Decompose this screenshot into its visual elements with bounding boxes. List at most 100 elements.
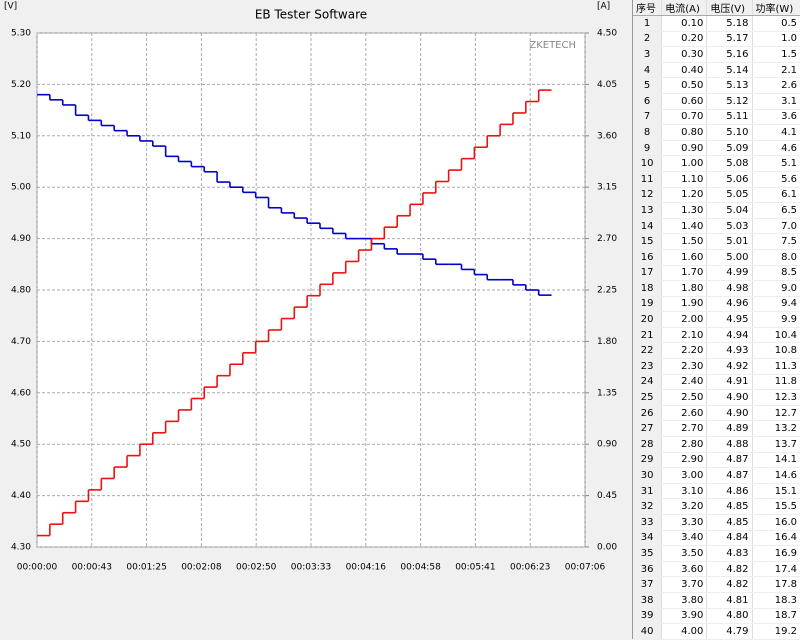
table-cell: 26	[633, 405, 663, 422]
table-row: 34 3.40 4.84 16.4	[633, 530, 800, 547]
table-row: 13 1.30 5.04 6.5	[633, 202, 800, 219]
table-cell: 5.13	[706, 77, 753, 94]
table-row: 4 0.40 5.14 2.1	[633, 62, 800, 79]
table-cell: 0.90	[661, 140, 708, 157]
table-cell: 16	[633, 249, 663, 266]
y2-tick-label: 0.45	[597, 491, 617, 501]
table-cell: 0.10	[661, 15, 708, 32]
x-tick-label: 00:00:00	[17, 563, 58, 573]
table-row: 5 0.50 5.13 2.6	[633, 77, 800, 94]
table-row: 30 3.00 4.87 14.6	[633, 467, 800, 484]
table-cell: 0.30	[661, 46, 708, 63]
y-tick-label: 5.30	[11, 29, 31, 39]
table-cell: 17	[633, 265, 663, 282]
table-cell: 31	[633, 483, 663, 500]
table-cell: 0.70	[661, 109, 708, 126]
table-cell: 30	[633, 467, 663, 484]
table-cell: 4.83	[706, 545, 753, 562]
table-cell: 25	[633, 389, 663, 406]
table-cell: 6.5	[752, 202, 800, 219]
table-cell: 7.5	[752, 233, 800, 250]
table-row: 20 2.00 4.95 9.9	[633, 311, 800, 328]
table-cell: 15	[633, 233, 663, 250]
table-cell: 6	[633, 93, 663, 110]
table-row: 15 1.50 5.01 7.5	[633, 233, 800, 250]
table-row: 23 2.30 4.92 11.3	[633, 358, 800, 375]
table-cell: 4.88	[706, 436, 753, 453]
table-cell: 16.9	[752, 545, 800, 562]
table-cell: 14.1	[752, 452, 800, 469]
table-cell: 4.99	[706, 265, 753, 282]
table-cell: 29	[633, 452, 663, 469]
table-cell: 9	[633, 140, 663, 157]
table-cell: 16.0	[752, 514, 800, 531]
watermark: ZKETECH	[529, 40, 576, 51]
table-cell: 14.6	[752, 467, 800, 484]
y-tick-label: 4.40	[11, 491, 31, 501]
y2-axis-label: [A]	[597, 2, 610, 12]
header-row: 序号 电流(A) 电压(V) 功率(W)	[633, 0, 800, 16]
table-cell: 0.80	[661, 124, 708, 141]
table-cell: 2.90	[661, 452, 708, 469]
table-row: 9 0.90 5.09 4.6	[633, 140, 800, 157]
table-cell: 4.91	[706, 374, 753, 391]
table-row: 40 4.00 4.79 19.2	[633, 623, 800, 640]
table-cell: 15.1	[752, 483, 800, 500]
table-cell: 3.60	[661, 561, 708, 578]
y-tick-label: 4.90	[11, 234, 31, 244]
table-cell: 3.1	[752, 93, 800, 110]
table-cell: 3.10	[661, 483, 708, 500]
table-cell: 5.17	[706, 31, 753, 48]
table-cell: 4.79	[706, 623, 753, 640]
table-cell: 4.95	[706, 311, 753, 328]
table-cell: 0.50	[661, 77, 708, 94]
table-row: 24 2.40 4.91 11.8	[633, 374, 800, 391]
table-cell: 5.16	[706, 46, 753, 63]
table-cell: 2.60	[661, 405, 708, 422]
table-cell: 4.98	[706, 280, 753, 297]
table-cell: 3.70	[661, 576, 708, 593]
table-row: 19 1.90 4.96 9.4	[633, 296, 800, 313]
table-cell: 19.2	[752, 623, 800, 640]
table-cell: 4.00	[661, 623, 708, 640]
table-cell: 12.3	[752, 389, 800, 406]
table-cell: 5.00	[706, 249, 753, 266]
table-cell: 2	[633, 31, 663, 48]
table-cell: 9.0	[752, 280, 800, 297]
table-cell: 5	[633, 77, 663, 94]
table-row: 3 0.30 5.16 1.5	[633, 46, 800, 63]
table-cell: 7	[633, 109, 663, 126]
table-cell: 23	[633, 358, 663, 375]
table-cell: 4.87	[706, 452, 753, 469]
table-cell: 4.80	[706, 608, 753, 625]
table-cell: 5.11	[706, 109, 753, 126]
table-cell: 1.50	[661, 233, 708, 250]
table-cell: 32	[633, 498, 663, 515]
table-row: 25 2.50 4.90 12.3	[633, 389, 800, 406]
table-cell: 4.96	[706, 296, 753, 313]
x-tick-label: 00:01:25	[126, 563, 166, 573]
table-cell: 0.5	[752, 15, 800, 32]
table-cell: 4.82	[706, 576, 753, 593]
table-cell: 16.4	[752, 530, 800, 547]
table-cell: 36	[633, 561, 663, 578]
table-cell: 13.7	[752, 436, 800, 453]
table-cell: 3	[633, 46, 663, 63]
table-cell: 24	[633, 374, 663, 391]
table-cell: 18	[633, 280, 663, 297]
y2-tick-label: 2.70	[597, 234, 617, 244]
table-cell: 1.30	[661, 202, 708, 219]
x-tick-label: 00:02:50	[236, 563, 277, 573]
table-cell: 2.80	[661, 436, 708, 453]
table-cell: 37	[633, 576, 663, 593]
table-cell: 33	[633, 514, 663, 531]
table-cell: 12.7	[752, 405, 800, 422]
table-cell: 4.85	[706, 498, 753, 515]
table-cell: 19	[633, 296, 663, 313]
table-cell: 1.80	[661, 280, 708, 297]
table-cell: 28	[633, 436, 663, 453]
table-cell: 5.1	[752, 155, 800, 172]
table-cell: 1.0	[752, 31, 800, 48]
table-cell: 5.09	[706, 140, 753, 157]
